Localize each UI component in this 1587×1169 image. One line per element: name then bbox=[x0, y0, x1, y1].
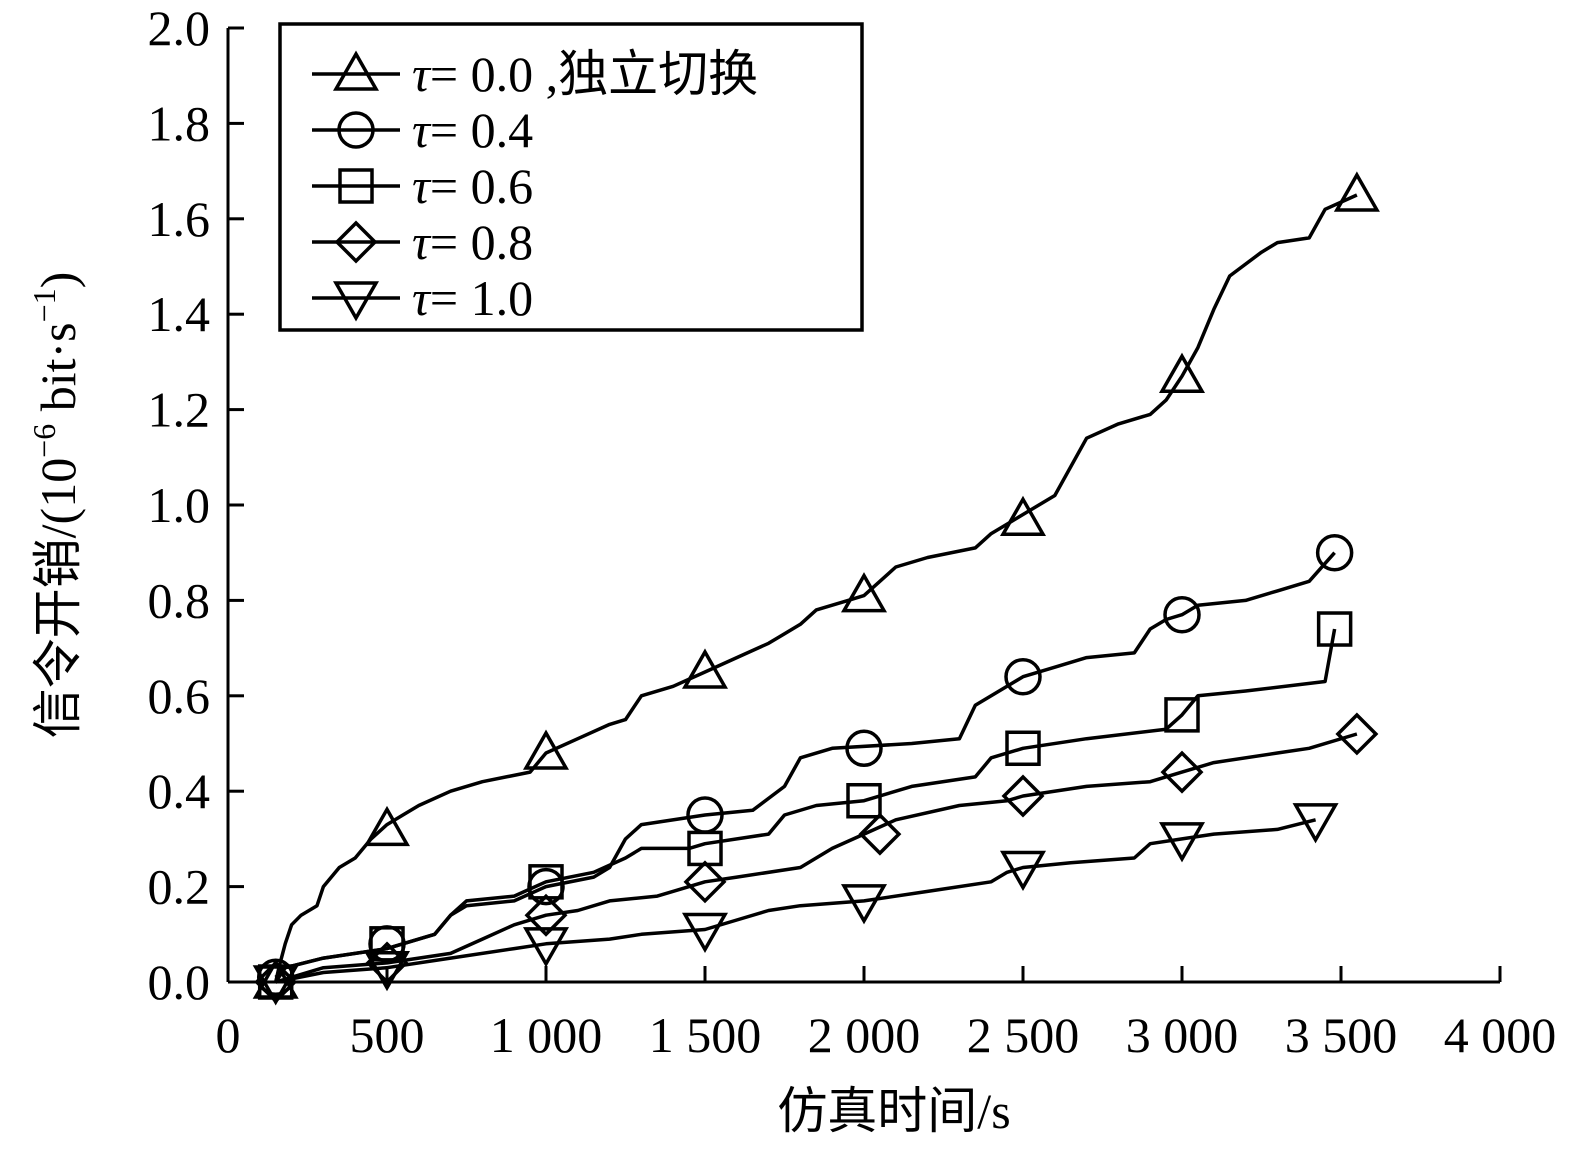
y-tick-label-2: 0.4 bbox=[148, 763, 211, 819]
y-axis-title-suffix: ) bbox=[30, 272, 86, 289]
series-3-marker-3 bbox=[683, 860, 727, 904]
x-tick-label-2: 1 000 bbox=[490, 1007, 603, 1063]
series-3-marker-2 bbox=[524, 893, 568, 937]
series-4-marker-5 bbox=[999, 850, 1047, 892]
legend-label-text-3: = 0.8 bbox=[430, 214, 533, 270]
series-4-marker-0 bbox=[252, 965, 299, 1006]
legend-label-text-1: = 0.4 bbox=[430, 102, 533, 158]
legend-label-text-0: = 0.0 ,独立切换 bbox=[430, 46, 758, 102]
y-tick-label-1: 0.2 bbox=[148, 859, 211, 915]
series-4-marker-6 bbox=[1158, 822, 1206, 863]
x-tick-label-3: 1 500 bbox=[649, 1007, 762, 1063]
x-tick-label-4: 2 000 bbox=[808, 1007, 921, 1063]
y-tick-label-3: 0.6 bbox=[148, 668, 211, 724]
series-line-2 bbox=[274, 628, 1337, 983]
legend-label-4: τ= 1.0 bbox=[412, 270, 533, 326]
series-2-marker-7 bbox=[1316, 611, 1353, 647]
legend-label-symbol-4: τ bbox=[412, 270, 432, 326]
series-1-marker-4 bbox=[845, 729, 883, 768]
series-2-marker-1 bbox=[369, 926, 405, 962]
series-line-4 bbox=[275, 818, 1317, 984]
series-2-marker-6 bbox=[1164, 697, 1200, 733]
series-0-marker-6 bbox=[1158, 352, 1206, 393]
series-1 bbox=[256, 533, 1354, 996]
series-0-marker-4 bbox=[840, 572, 888, 613]
legend-label-symbol-2: τ bbox=[412, 158, 432, 214]
series-4-marker-4 bbox=[840, 884, 888, 925]
y-tick-label-7: 1.4 bbox=[148, 286, 211, 342]
legend-label-symbol-0: τ bbox=[412, 46, 432, 102]
series-layer bbox=[252, 171, 1380, 1006]
x-tick-label-0: 0 bbox=[216, 1007, 241, 1063]
series-4 bbox=[252, 803, 1339, 1006]
legend-label-0: τ= 0.0 ,独立切换 bbox=[412, 46, 758, 102]
y-axis-title-prefix: 信令开销/(10 bbox=[30, 458, 86, 739]
y-tick-label-9: 1.8 bbox=[148, 95, 211, 151]
y-axis-title-exp1: −6 bbox=[26, 424, 62, 458]
series-3-marker-7 bbox=[1335, 712, 1379, 756]
y-axis-title-exp2: −1 bbox=[26, 288, 62, 322]
legend-label-1: τ= 0.4 bbox=[412, 102, 533, 158]
x-tick-label-8: 4 000 bbox=[1444, 1007, 1557, 1063]
series-2-marker-4 bbox=[846, 782, 882, 819]
series-3-marker-4 bbox=[858, 812, 902, 856]
series-3-marker-6 bbox=[1160, 750, 1204, 794]
y-tick-label-0: 0.0 bbox=[148, 954, 211, 1010]
y-tick-label-10: 2.0 bbox=[148, 0, 211, 56]
series-0-marker-7 bbox=[1333, 171, 1380, 212]
series-line-3 bbox=[275, 732, 1358, 984]
x-tick-label-1: 500 bbox=[350, 1007, 425, 1063]
series-line-1 bbox=[274, 551, 1336, 979]
y-tick-label-4: 0.8 bbox=[148, 572, 211, 628]
series-3 bbox=[254, 712, 1379, 1004]
y-tick-label-6: 1.2 bbox=[148, 382, 211, 438]
x-axis-title: 仿真时间/s bbox=[777, 1083, 1010, 1139]
series-0-marker-3 bbox=[681, 648, 729, 689]
series-4-marker-2 bbox=[522, 927, 570, 968]
legend-marker-2 bbox=[338, 168, 374, 204]
legend-label-3: τ= 0.8 bbox=[412, 214, 533, 270]
legend-marker-4 bbox=[332, 281, 380, 322]
x-tick-label-5: 2 500 bbox=[967, 1007, 1080, 1063]
series-4-marker-3 bbox=[681, 912, 729, 954]
legend-label-symbol-3: τ bbox=[412, 214, 432, 270]
series-0-marker-5 bbox=[999, 495, 1047, 537]
x-tick-label-6: 3 000 bbox=[1126, 1007, 1239, 1063]
legend-marker-0 bbox=[332, 50, 380, 91]
y-axis-title: 信令开销/(10−6 bit·s−1) bbox=[26, 272, 86, 739]
series-1-marker-6 bbox=[1163, 595, 1201, 634]
x-tick-label-7: 3 500 bbox=[1285, 1007, 1398, 1063]
legend-label-text-2: = 0.6 bbox=[430, 158, 533, 214]
y-tick-label-5: 1.0 bbox=[148, 477, 211, 533]
series-4-marker-7 bbox=[1292, 803, 1339, 844]
legend-label-text-4: = 1.0 bbox=[430, 270, 533, 326]
y-tick-label-8: 1.6 bbox=[148, 191, 211, 247]
y-axis-title-mid: bit·s bbox=[30, 322, 86, 423]
series-1-marker-7 bbox=[1315, 533, 1354, 572]
legend-marker-1 bbox=[337, 111, 375, 149]
series-1-marker-5 bbox=[1004, 657, 1042, 696]
series-4-marker-1 bbox=[363, 950, 411, 992]
legend-marker-3 bbox=[334, 220, 378, 264]
series-2 bbox=[257, 611, 1353, 1000]
series-0-marker-1 bbox=[363, 805, 411, 847]
legend-label-symbol-1: τ bbox=[412, 102, 432, 158]
series-3-marker-5 bbox=[1001, 774, 1045, 818]
series-line-0 bbox=[273, 193, 1358, 983]
series-0-marker-2 bbox=[522, 729, 570, 770]
axes-layer: 0.0 0.2 0.4 0.6 0.8 1.0 1.2 1.4 1.6 1.8 2.0 0 500 1 0… bbox=[148, 0, 1557, 1063]
legend-label-2: τ= 0.6 bbox=[412, 158, 533, 214]
series-2-marker-5 bbox=[1005, 730, 1041, 767]
